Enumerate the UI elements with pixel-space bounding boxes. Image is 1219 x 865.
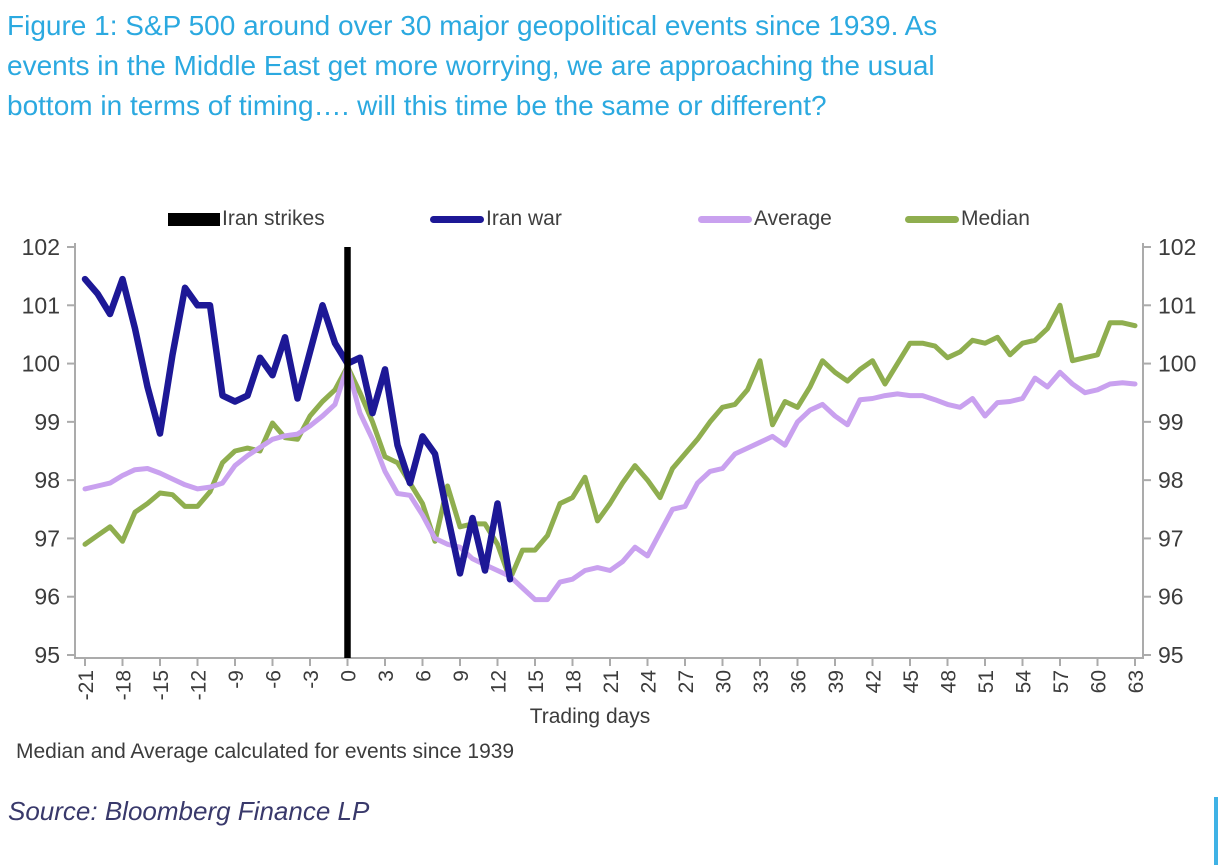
y-tick-label-right: 99 xyxy=(1158,409,1184,435)
legend-label-average: Average xyxy=(754,207,832,230)
y-tick-label-right: 101 xyxy=(1158,292,1196,318)
y-tick-label-left: 97 xyxy=(34,525,60,551)
legend-label-median: Median xyxy=(961,207,1030,230)
x-tick-label: 12 xyxy=(488,670,511,693)
x-tick-label: 0 xyxy=(338,670,361,682)
x-tick-label: 15 xyxy=(525,670,548,693)
x-tick-label: 27 xyxy=(675,670,698,693)
series-line-iran-war xyxy=(81,275,514,583)
x-tick-label: 54 xyxy=(1013,670,1036,694)
y-tick-label-left: 102 xyxy=(22,234,60,260)
y-tick-label-right: 95 xyxy=(1158,642,1184,668)
x-tick-label: 33 xyxy=(750,670,773,693)
x-axis-title: Trading days xyxy=(529,705,651,728)
x-tick-label: 57 xyxy=(1050,670,1073,693)
x-tick-label: -15 xyxy=(150,670,173,700)
iran-war-swatch xyxy=(430,215,484,223)
y-tick-label-right: 100 xyxy=(1158,351,1196,377)
x-tick-label: 45 xyxy=(900,670,923,693)
x-tick-label: 30 xyxy=(713,670,736,693)
x-tick-label: -21 xyxy=(75,670,98,700)
y-tick-label-left: 101 xyxy=(22,292,60,318)
x-tick-label: 60 xyxy=(1088,670,1111,693)
x-tick-label: 3 xyxy=(375,670,398,682)
x-tick-label: 21 xyxy=(600,670,623,693)
series-line-median xyxy=(82,302,1138,582)
x-tick-label: -18 xyxy=(113,670,136,700)
y-tick-label-left: 100 xyxy=(22,351,60,377)
y-tick-label-right: 96 xyxy=(1158,584,1184,610)
x-tick-label: 51 xyxy=(975,670,998,693)
page-edge-bar xyxy=(1214,797,1218,865)
x-tick-label: 42 xyxy=(863,670,886,693)
x-tick-label: 6 xyxy=(413,670,436,682)
legend-label-iran-strikes: Iran strikes xyxy=(222,207,325,230)
series-line-average xyxy=(82,364,1138,603)
median-swatch xyxy=(905,215,959,223)
y-tick-label-left: 95 xyxy=(34,642,60,668)
figure-title-line3: bottom in terms of timing…. will this ti… xyxy=(7,90,827,121)
figure-title: Figure 1: S&P 500 around over 30 major g… xyxy=(7,6,1177,126)
source-line: Source: Bloomberg Finance LP xyxy=(8,796,370,826)
x-tick-label: 9 xyxy=(450,670,473,682)
x-tick-label: -9 xyxy=(225,670,248,689)
y-tick-label-right: 98 xyxy=(1158,467,1184,493)
y-tick-label-left: 96 xyxy=(34,584,60,610)
x-tick-label: 24 xyxy=(638,670,661,694)
x-tick-label: 36 xyxy=(788,670,811,693)
average-swatch xyxy=(698,215,752,223)
x-tick-label: 39 xyxy=(825,670,848,693)
figure-title-line2: events in the Middle East get more worry… xyxy=(7,50,935,81)
legend-item-iran-strikes: Iran strikes xyxy=(168,206,325,232)
legend-item-iran-war: Iran war xyxy=(430,206,562,232)
y-tick-label-right: 97 xyxy=(1158,525,1184,551)
y-tick-label-left: 98 xyxy=(34,467,60,493)
x-tick-label: -12 xyxy=(188,670,211,700)
chart-footnote: Median and Average calculated for events… xyxy=(16,740,515,763)
y-tick-label-left: 99 xyxy=(34,409,60,435)
figure-title-line1: Figure 1: S&P 500 around over 30 major g… xyxy=(7,10,938,41)
iran-strikes-swatch xyxy=(168,212,220,226)
x-tick-label: -6 xyxy=(263,670,286,689)
x-tick-label: -3 xyxy=(300,670,323,689)
legend-label-iran-war: Iran war xyxy=(486,207,562,230)
legend-item-median: Median xyxy=(905,206,1030,232)
x-tick-label: 48 xyxy=(938,670,961,693)
legend-item-average: Average xyxy=(698,206,832,232)
x-tick-label: 63 xyxy=(1125,670,1148,693)
y-tick-label-right: 102 xyxy=(1158,234,1196,260)
x-tick-label: 18 xyxy=(563,670,586,693)
